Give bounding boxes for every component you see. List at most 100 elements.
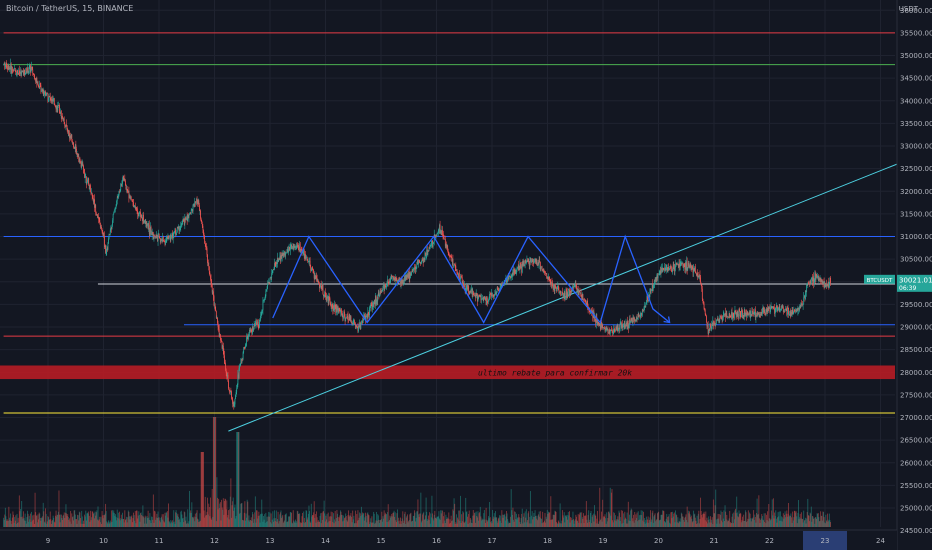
candle-body bbox=[201, 223, 203, 227]
volume-bar bbox=[462, 512, 464, 527]
volume-bar bbox=[793, 517, 795, 527]
volume-bar bbox=[640, 514, 641, 527]
volume-bar bbox=[765, 523, 767, 527]
volume-bar bbox=[215, 417, 217, 527]
volume-bar bbox=[143, 517, 145, 527]
candle-body bbox=[154, 235, 156, 239]
candle-body bbox=[217, 317, 218, 323]
zigzag-line[interactable] bbox=[272, 234, 671, 324]
volume-bar bbox=[378, 519, 380, 527]
volume-bar bbox=[563, 517, 565, 527]
volume-bar bbox=[779, 511, 781, 527]
candle-body bbox=[693, 268, 695, 271]
candle-body bbox=[150, 226, 152, 235]
volume-bar bbox=[808, 515, 810, 527]
candle-body bbox=[57, 105, 59, 107]
volume-bar bbox=[348, 516, 350, 527]
volume-bar bbox=[807, 515, 809, 527]
candle-body bbox=[203, 230, 204, 235]
candle-body bbox=[133, 202, 134, 208]
volume-bar bbox=[371, 516, 373, 527]
volume-bar bbox=[741, 520, 743, 527]
volume-bar bbox=[191, 502, 193, 527]
highlighted-date-box[interactable] bbox=[803, 531, 847, 550]
candle-body bbox=[207, 262, 209, 264]
candle-body bbox=[563, 294, 565, 297]
volume-bar bbox=[110, 510, 112, 527]
time-axis[interactable]: 9 10 11 12 13 14 15 16 17 18 19 20 21 22 23 24 bbox=[0, 529, 897, 550]
volume-bar bbox=[701, 517, 703, 527]
candle-body bbox=[532, 259, 534, 263]
candle-body bbox=[48, 95, 50, 98]
candle-body bbox=[645, 303, 647, 307]
volume-bar bbox=[781, 516, 783, 527]
volume-bar bbox=[103, 515, 105, 527]
volume-bar bbox=[767, 511, 769, 527]
volume-bar bbox=[193, 518, 195, 527]
volume-bar bbox=[420, 492, 422, 527]
candle-body bbox=[714, 322, 715, 324]
volume-bar bbox=[664, 521, 666, 527]
volume-bar bbox=[645, 516, 647, 527]
candle-body bbox=[563, 292, 565, 295]
volume-bar bbox=[256, 510, 258, 527]
candle-body bbox=[690, 264, 692, 267]
volume-bar bbox=[552, 519, 554, 527]
volume-bar bbox=[332, 521, 334, 527]
candle-body bbox=[763, 310, 765, 313]
candle-body bbox=[481, 298, 482, 300]
volume-bar bbox=[435, 517, 437, 527]
volume-bar bbox=[677, 517, 679, 527]
candle-body bbox=[701, 284, 703, 289]
candle-body bbox=[142, 214, 144, 221]
volume-bar bbox=[812, 515, 813, 527]
current-price-tag[interactable] bbox=[897, 274, 932, 292]
volume-bar bbox=[683, 521, 685, 527]
volume-bar bbox=[633, 514, 635, 527]
horizontal-levels[interactable] bbox=[3, 32, 895, 414]
volume-bar bbox=[571, 519, 573, 527]
volume-bar bbox=[787, 513, 789, 527]
volume-bar bbox=[676, 515, 678, 527]
candle-body bbox=[448, 251, 450, 256]
volume-bar bbox=[275, 518, 277, 527]
candle-body bbox=[101, 228, 103, 232]
volume-bar bbox=[148, 517, 150, 527]
candle-body bbox=[51, 99, 53, 102]
candle-body bbox=[240, 362, 242, 364]
volume-bar bbox=[474, 513, 475, 527]
candle-body bbox=[171, 233, 173, 236]
candle-body bbox=[805, 290, 807, 293]
candle-body bbox=[102, 231, 104, 234]
candle-body bbox=[616, 327, 618, 330]
candle-body bbox=[828, 282, 830, 288]
zigzag-pattern[interactable] bbox=[272, 234, 671, 324]
candle-body bbox=[809, 283, 810, 286]
volume-bar bbox=[823, 511, 824, 527]
candle-body bbox=[374, 302, 376, 306]
candle-body bbox=[323, 294, 324, 297]
candle-body bbox=[47, 93, 49, 102]
candle-body bbox=[276, 262, 278, 264]
volume-bar bbox=[344, 517, 346, 527]
candle-body bbox=[109, 234, 111, 235]
time-tick-label: 12 bbox=[210, 537, 219, 545]
candle-body bbox=[522, 263, 524, 266]
volume-bar bbox=[195, 517, 197, 527]
volume-bar bbox=[246, 499, 248, 527]
symbol-title[interactable]: Bitcoin / TetherUS, 15, BINANCE bbox=[6, 4, 134, 13]
volume-bar bbox=[244, 501, 246, 527]
volume-bar bbox=[159, 520, 161, 527]
volume-bar bbox=[7, 520, 9, 527]
candle-body bbox=[138, 213, 140, 215]
volume-bar bbox=[518, 517, 520, 527]
candle-body bbox=[31, 66, 32, 69]
volume-bar bbox=[483, 510, 485, 527]
candle-body bbox=[264, 299, 266, 301]
candle-body bbox=[99, 220, 101, 223]
volume-bar bbox=[724, 505, 726, 527]
volume-bar bbox=[459, 520, 461, 527]
volume-bar bbox=[777, 512, 779, 527]
volume-bar bbox=[673, 513, 675, 527]
